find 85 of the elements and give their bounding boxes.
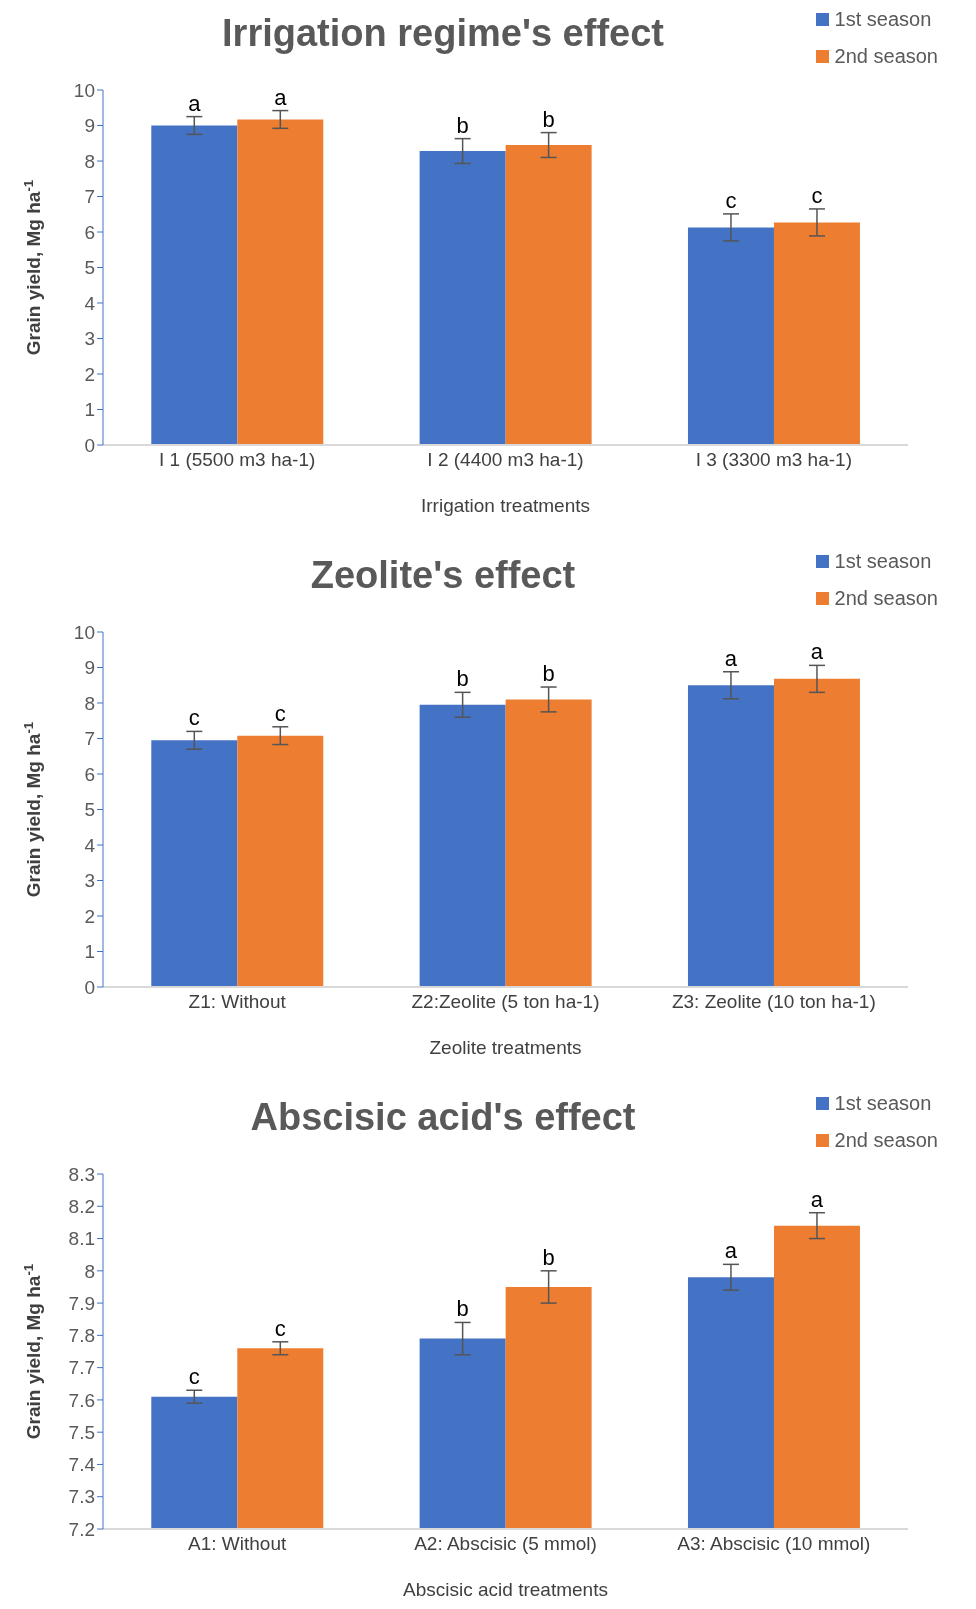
data-label: b <box>542 106 555 132</box>
data-label: c <box>274 1315 286 1341</box>
data-label: c <box>188 1364 200 1390</box>
legend-label: 2nd season <box>834 587 938 610</box>
bar <box>505 699 592 987</box>
chart-title: Abscisic acid's effect <box>250 1096 636 1138</box>
y-tick-label: 8.3 <box>68 1163 95 1185</box>
data-label: b <box>542 661 555 687</box>
legend-label: 1st season <box>834 550 932 573</box>
bar <box>237 119 324 445</box>
data-label: a <box>810 639 824 665</box>
y-tick-label: 5 <box>84 257 95 279</box>
data-label: c <box>274 700 286 726</box>
y-tick-label: 8.2 <box>68 1196 95 1218</box>
data-label: c <box>811 182 823 208</box>
bar <box>419 151 506 445</box>
data-label: b <box>456 666 469 692</box>
bar <box>237 735 324 987</box>
data-label: a <box>188 90 202 116</box>
y-tick-label: 0 <box>84 976 95 998</box>
chart-title: Irrigation regime's effect <box>222 12 664 54</box>
y-tick-label: 2 <box>84 905 95 927</box>
y-tick-label: 0 <box>84 434 95 456</box>
y-tick-label: 7.2 <box>68 1518 95 1540</box>
y-tick-label: 8 <box>84 692 95 714</box>
y-tick-label: 10 <box>73 79 95 101</box>
x-tick-label: I 2 (4400 m3 ha-1) <box>427 449 584 471</box>
data-label: c <box>188 705 200 731</box>
x-tick-label: Z2:Zeolite (5 ton ha-1) <box>411 991 600 1013</box>
y-tick-label: 3 <box>84 870 95 892</box>
x-tick-label: Z3: Zeolite (10 ton ha-1) <box>671 991 876 1013</box>
y-tick-label: 7.4 <box>68 1454 96 1476</box>
y-tick-label: 8.1 <box>68 1228 95 1250</box>
bar <box>151 740 238 987</box>
y-tick-label: 6 <box>84 221 95 243</box>
data-label: a <box>724 645 738 671</box>
y-tick-label: 7.7 <box>68 1357 95 1379</box>
data-label: a <box>724 1238 738 1264</box>
x-axis-title: Zeolite treatments <box>429 1037 582 1058</box>
data-label: a <box>274 84 288 110</box>
legend-label: 1st season <box>834 1092 932 1115</box>
y-tick-label: 7.9 <box>68 1292 95 1314</box>
data-label: c <box>725 187 737 213</box>
x-tick-label: A3: Abscisic (10 mmol) <box>677 1533 871 1555</box>
legend-label: 2nd season <box>834 1129 938 1152</box>
y-tick-label: 1 <box>84 399 95 421</box>
bar <box>687 227 774 445</box>
legend-label: 2nd season <box>834 45 938 68</box>
y-tick-label: 7 <box>84 186 95 208</box>
legend-label: 1st season <box>834 8 932 31</box>
bar <box>773 222 860 445</box>
x-tick-label: A2: Abscisic (5 mmol) <box>414 1533 597 1555</box>
y-tick-label: 10 <box>73 621 95 643</box>
bar <box>687 685 774 987</box>
bar <box>505 145 592 445</box>
y-tick-label: 8 <box>84 1260 95 1282</box>
x-tick-label: Z1: Without <box>188 991 287 1013</box>
bar <box>151 125 238 445</box>
y-tick-label: 1 <box>84 941 95 963</box>
y-tick-label: 2 <box>84 363 95 385</box>
y-tick-label: 9 <box>84 115 95 137</box>
chart-title: Zeolite's effect <box>310 554 576 596</box>
bar <box>773 678 860 987</box>
bar <box>419 704 506 987</box>
y-tick-label: 7.6 <box>68 1389 95 1411</box>
y-tick-label: 8 <box>84 150 95 172</box>
y-tick-label: 9 <box>84 657 95 679</box>
y-tick-label: 3 <box>84 328 95 350</box>
y-tick-label: 7 <box>84 728 95 750</box>
y-tick-label: 5 <box>84 799 95 821</box>
y-tick-label: 6 <box>84 763 95 785</box>
y-tick-label: 7.8 <box>68 1325 95 1347</box>
y-tick-label: 4 <box>84 292 96 314</box>
x-tick-label: I 1 (5500 m3 ha-1) <box>159 449 316 471</box>
x-axis-title: Irrigation treatments <box>421 495 590 516</box>
y-tick-label: 7.5 <box>68 1421 95 1443</box>
x-tick-label: A1: Without <box>188 1533 287 1555</box>
data-label: b <box>456 1296 469 1322</box>
data-label: a <box>810 1186 824 1212</box>
y-tick-label: 4 <box>84 834 96 856</box>
x-tick-label: I 3 (3300 m3 ha-1) <box>695 449 852 471</box>
y-tick-label: 7.3 <box>68 1486 95 1508</box>
data-label: b <box>542 1244 555 1270</box>
x-axis-title: Abscisic acid treatments <box>403 1579 608 1600</box>
data-label: b <box>456 112 469 138</box>
